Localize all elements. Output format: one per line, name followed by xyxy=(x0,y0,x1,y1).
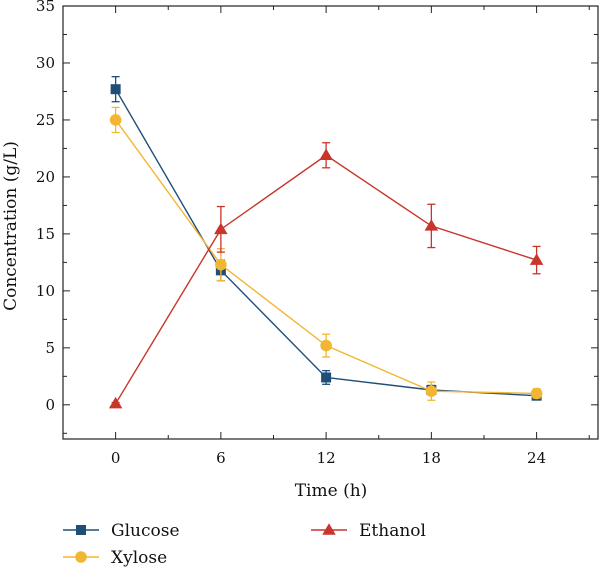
plot-frame xyxy=(62,5,599,440)
y-tick-label: 20 xyxy=(36,168,55,186)
axes: 0 5 10 15 20 25 30 35 0 6 12 18 24 xyxy=(36,0,599,467)
y-tick-label: 0 xyxy=(45,396,55,414)
ethanol-point xyxy=(424,219,439,231)
xylose-point xyxy=(530,387,543,400)
ethanol-point xyxy=(529,253,544,265)
y-tick-label: 10 xyxy=(36,282,55,300)
legend-marker-xylose xyxy=(75,551,87,563)
ethanol-point xyxy=(108,396,123,409)
x-tick-label: 0 xyxy=(111,449,121,467)
ethanol-point xyxy=(214,222,228,235)
y-tick-label: 35 xyxy=(36,0,55,15)
y-tick-label: 25 xyxy=(36,111,55,129)
legend-item-xylose: Xylose xyxy=(63,548,167,568)
y-tick-label: 30 xyxy=(36,54,55,72)
y-tick-label: 5 xyxy=(45,339,55,357)
x-tick-label: 6 xyxy=(216,449,226,467)
y-axis-title: Concentration (g/L) xyxy=(1,141,21,311)
glucose-point xyxy=(110,84,121,95)
xylose-point xyxy=(320,339,332,352)
legend-label-xylose: Xylose xyxy=(111,548,167,568)
series-xylose xyxy=(109,106,543,401)
ethanol-line xyxy=(115,154,537,405)
legend: Glucose Xylose Ethanol xyxy=(63,521,426,568)
glucose-point xyxy=(321,372,332,383)
xylose-point xyxy=(215,258,227,271)
legend-marker-ethanol xyxy=(322,523,336,535)
y-tick-label: 15 xyxy=(36,225,55,243)
legend-marker-glucose xyxy=(76,525,86,535)
legend-item-ethanol: Ethanol xyxy=(311,521,426,541)
series-ethanol xyxy=(108,142,544,409)
xylose-point xyxy=(425,385,438,397)
x-axis-title: Time (h) xyxy=(295,481,368,501)
series-layer xyxy=(108,75,544,409)
xylose-point xyxy=(109,114,122,126)
ethanol-point xyxy=(319,148,333,161)
x-tick-label: 18 xyxy=(422,449,441,467)
x-tick-label: 24 xyxy=(527,449,546,467)
legend-item-glucose: Glucose xyxy=(63,521,180,541)
x-tick-label: 12 xyxy=(317,449,336,467)
legend-label-ethanol: Ethanol xyxy=(359,521,426,541)
legend-label-glucose: Glucose xyxy=(111,521,180,541)
